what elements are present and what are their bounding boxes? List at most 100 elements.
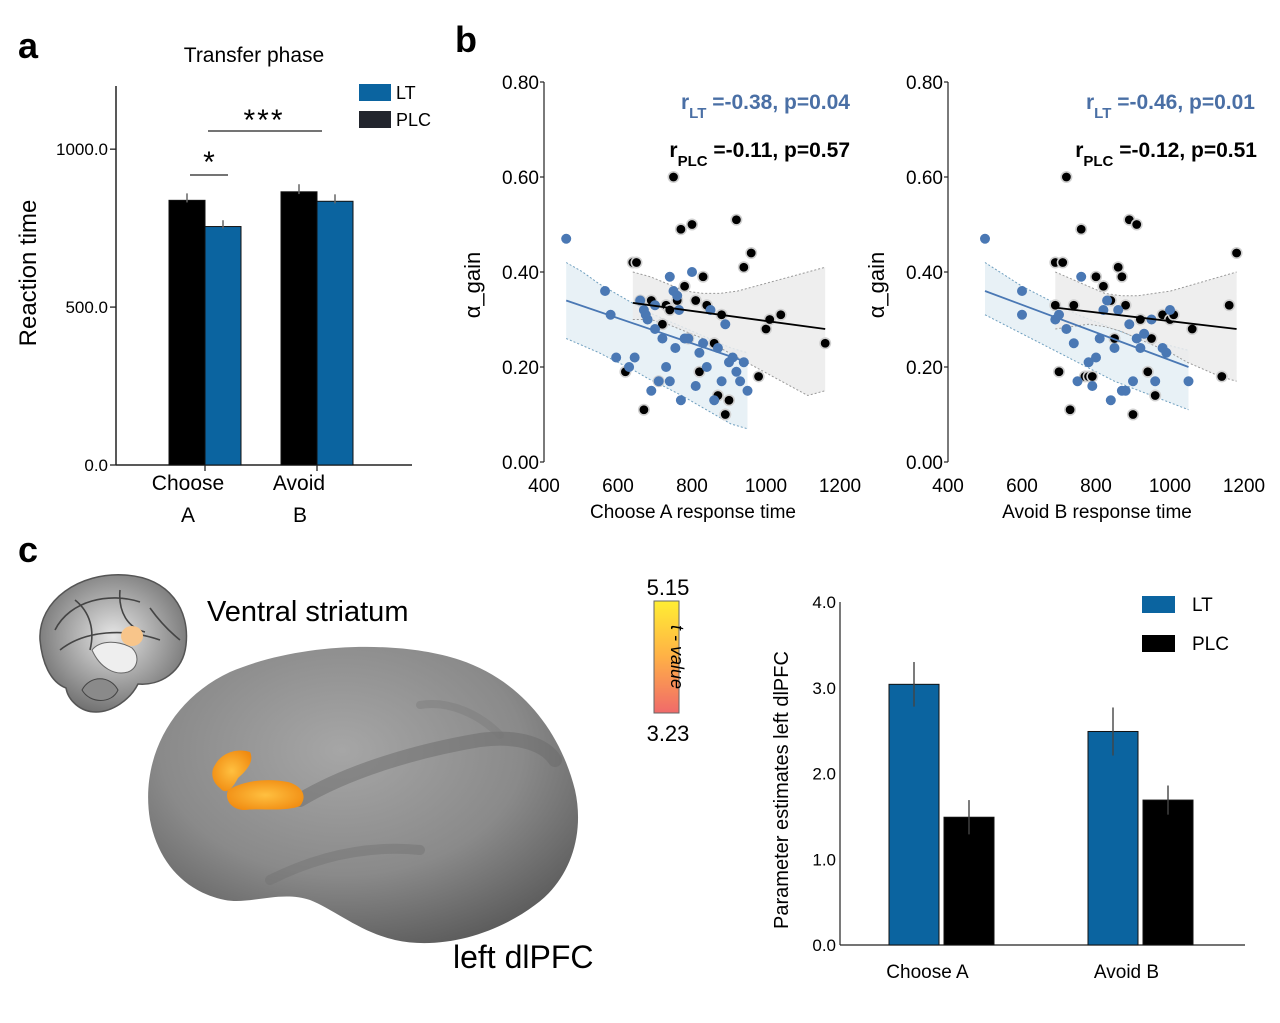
chart-b1-point-lt (653, 376, 664, 387)
small-brain-sagittal-icon (39, 574, 188, 713)
chart-c-ytick-label: 2.0 (812, 765, 836, 784)
chart-b1-ci-upper (632, 266, 826, 294)
chart-b1-point-plc (656, 318, 669, 331)
chart-b2-point-lt (1120, 385, 1131, 396)
chart-b1-xlabel: Choose A response time (590, 502, 796, 523)
chart-b1-point-lt (742, 385, 753, 396)
chart-b2-annot-lt: rLT =-0.46, p=0.01 (1086, 91, 1255, 122)
chart-b1-point-lt (675, 395, 686, 406)
chart-b1-ytick-label: 0.40 (502, 263, 539, 284)
region-label: left dlPFC (453, 939, 593, 975)
legend-c-plc-swatch (1142, 635, 1175, 652)
chart-b2-fit-line-lt (984, 290, 1189, 368)
chart-b1-point-lt (561, 233, 572, 244)
chart-a-bar-plc (168, 199, 206, 466)
chart-b1-xtick-label: 600 (602, 476, 634, 497)
chart-b1-point-plc (819, 337, 832, 350)
chart-a-xtick-label: Avoid (273, 472, 325, 495)
chart-b1-point-plc (737, 261, 750, 274)
chart-b1-point-plc (630, 256, 643, 269)
dlpfc-activation-cluster (212, 750, 304, 810)
chart-a-legend: LT PLC (359, 83, 431, 130)
chart-c-xtick-label: Avoid B (1094, 962, 1159, 983)
chart-b2-ci-band-plc (1055, 272, 1237, 382)
chart-b1-point-plc (678, 280, 691, 293)
chart-b2-point-plc (1056, 256, 1069, 269)
scatter-choose-a: 0.00 0.20 0.40 0.60 0.80 400 600 800 1000 1200 C… (460, 73, 861, 523)
chart-c-bar-lt (1087, 730, 1139, 946)
chart-b1-point-lt (600, 286, 611, 296)
chart-b2-point-plc (1075, 223, 1088, 236)
legend-lt-label: LT (396, 83, 416, 103)
brain-title: Ventral striatum (207, 596, 408, 628)
chart-b2-point-plc (1060, 171, 1073, 184)
chart-b2-point-lt (1113, 305, 1124, 315)
chart-b2-point-lt (980, 233, 990, 244)
chart-b1-point-lt (690, 381, 701, 391)
chart-b2-point-lt (1165, 305, 1175, 315)
chart-b1-point-plc (663, 303, 676, 316)
chart-c-bar-plc (1142, 799, 1194, 946)
chart-b2-xtick-label: 800 (1080, 476, 1112, 497)
chart-b1-xtick-label: 1200 (819, 476, 861, 497)
chart-b2-point-plc (1230, 247, 1243, 260)
chart-b2-point-lt (1161, 347, 1172, 358)
chart-b2-point-lt (1131, 333, 1142, 344)
chart-b1-point-lt (670, 343, 681, 353)
chart-b2-point-lt (1105, 395, 1116, 406)
chart-c-ylabel: Parameter estimates left dlPFC (771, 651, 793, 929)
chart-b1-point-plc (763, 313, 776, 326)
chart-b2-point-plc (1141, 365, 1154, 378)
chart-a-xtick-label: Choose (152, 472, 224, 495)
scatter-avoid-b: 0.00 0.20 0.40 0.60 0.80 400 600 800 1000 1200 A… (864, 73, 1265, 523)
chart-b1-point-lt (716, 376, 727, 387)
chart-b1-point-plc (693, 365, 706, 378)
chart-b2-point-lt (1124, 319, 1135, 330)
chart-b1-point-plc (752, 370, 765, 383)
chart-b1-point-lt (657, 333, 668, 344)
chart-b2-point-plc (1149, 389, 1162, 402)
chart-b2-point-plc (1145, 332, 1158, 345)
chart-b1-point-plc (719, 408, 732, 421)
chart-b1-point-lt (646, 385, 657, 396)
chart-b2-ytick-label: 0.60 (906, 168, 943, 189)
chart-b1-point-lt (629, 352, 640, 363)
chart-b2-point-lt (1150, 376, 1161, 387)
chart-a-xtick-label-2: A (181, 504, 195, 527)
sig-star-choose-a: * (203, 146, 215, 179)
chart-b2-point-lt (1139, 328, 1150, 339)
chart-b2-point-plc (1097, 280, 1110, 293)
chart-b2-point-plc (1223, 299, 1236, 312)
chart-b1-ci-band-lt (566, 262, 748, 429)
chart-b1-point-lt (735, 376, 746, 387)
ventral-striatum-highlight (121, 626, 143, 646)
chart-b2-point-lt (1109, 343, 1120, 353)
chart-b2-ci-upper (1055, 271, 1237, 297)
chart-b1-point-plc (745, 247, 758, 260)
chart-b2-point-lt (1017, 309, 1027, 320)
chart-c-ytick-label: 4.0 (812, 593, 836, 612)
chart-b2-ytick-label: 0.20 (906, 358, 943, 379)
chart-b1-point-lt (664, 271, 675, 282)
chart-b1-fit-line-lt (565, 299, 748, 364)
colorbar: 5.15 t - value 3.23 (647, 575, 690, 746)
sig-star-between: *** (243, 104, 284, 137)
panel-label-b: b (455, 19, 477, 60)
chart-b2-point-lt (1087, 381, 1098, 391)
chart-b1-point-plc (685, 218, 698, 231)
chart-b1-ylabel: α_gain (460, 252, 485, 319)
chart-b1-point-lt (664, 376, 675, 387)
parameter-estimates-bar-chart: Parameter estimates left dlPFC 0.0 1.0 2.0… (771, 593, 1245, 983)
chart-b2-ytick-label: 0.40 (906, 263, 943, 284)
chart-c-ytick-label: 0.0 (812, 936, 836, 955)
chart-a-ytick-label: 500.0 (65, 298, 108, 317)
legend-lt-swatch (359, 84, 391, 101)
legend-plc-label: PLC (396, 110, 431, 130)
inflated-cortex-surface (148, 646, 579, 944)
chart-b2-xtick-label: 400 (932, 476, 964, 497)
chart-a-ytick-label: 0.0 (84, 456, 108, 475)
chart-b2-xtick-label: 600 (1006, 476, 1038, 497)
chart-b2-point-plc (1215, 370, 1228, 383)
chart-b2-point-plc (1127, 408, 1140, 421)
